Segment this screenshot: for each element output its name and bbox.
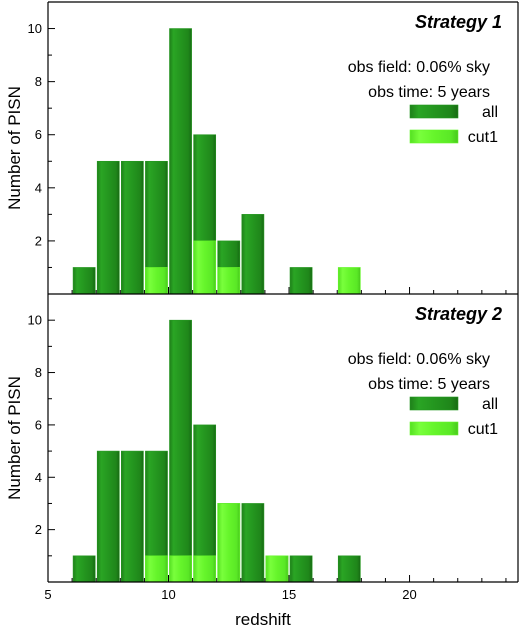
bar-cut1-bin-7 xyxy=(217,267,241,295)
bar-cut1-bin-6 xyxy=(193,555,217,583)
legend: all cut1 xyxy=(409,396,498,438)
y-tick-label: 2 xyxy=(35,233,42,248)
legend-swatch-all xyxy=(409,396,459,411)
bar-cut1-bin-5 xyxy=(169,555,192,583)
y-axis-title: Number of PISN xyxy=(5,376,24,500)
panel-note: obs time: 5 years xyxy=(368,376,490,393)
panel-note: obs field: 0.06% sky xyxy=(348,351,490,368)
y-axis-title: Number of PISN xyxy=(5,86,24,210)
bar-all-bin-5 xyxy=(169,319,192,583)
y-tick-label: 10 xyxy=(28,313,42,328)
bar-cut1-bin-4 xyxy=(145,555,168,583)
bar-all-bin-3 xyxy=(121,450,144,583)
bar-all-bin-2 xyxy=(96,450,120,583)
y-tick-label: 6 xyxy=(35,127,42,142)
y-tick-label: 4 xyxy=(35,180,42,195)
chart-panel-2: 2 4 6 8 10 5 10 15 20 Number of PISN redshift Strat… xyxy=(5,294,519,629)
bar-all-bin-8 xyxy=(241,214,265,295)
panels: 2 4 6 8 10 Number of PISN Strategy 1 obs field:… xyxy=(5,1,519,629)
series-cut1 xyxy=(145,240,361,295)
legend-label-cut1: cut1 xyxy=(468,421,498,438)
bar-all-bin-2 xyxy=(96,160,120,295)
bar-all-bin-12 xyxy=(337,555,361,583)
bar-all-bin-5 xyxy=(169,28,192,295)
bar-all-bin-10 xyxy=(289,267,313,295)
panel-title: Strategy 2 xyxy=(415,304,502,324)
panel-note: obs field: 0.06% sky xyxy=(348,59,490,76)
y-tick-label: 8 xyxy=(35,365,42,380)
legend-swatch-cut1 xyxy=(409,421,459,436)
bar-all-bin-1 xyxy=(72,267,96,295)
x-tick-label: 10 xyxy=(161,587,175,602)
x-tick-label: 5 xyxy=(44,587,51,602)
bar-all-bin-3 xyxy=(121,160,144,295)
bar-cut1-bin-7 xyxy=(217,503,241,583)
x-tick-label: 20 xyxy=(402,587,416,602)
panel-note: obs time: 5 years xyxy=(368,84,490,101)
legend-label-all: all xyxy=(482,104,498,121)
x-axis-title: redshift xyxy=(235,610,291,629)
legend: all cut1 xyxy=(409,104,498,146)
bar-cut1-bin-9 xyxy=(265,555,289,583)
legend-swatch-all xyxy=(409,104,459,119)
bar-all-bin-1 xyxy=(72,555,96,583)
series-all xyxy=(72,319,361,583)
y-tick-label: 10 xyxy=(28,21,42,36)
bar-cut1-bin-4 xyxy=(145,267,168,295)
legend-label-all: all xyxy=(482,396,498,413)
bar-all-bin-10 xyxy=(289,555,313,583)
panel-title: Strategy 1 xyxy=(415,12,502,32)
legend-label-cut1: cut1 xyxy=(468,129,498,146)
bar-cut1-bin-6 xyxy=(193,240,217,295)
y-tick-label: 2 xyxy=(35,522,42,537)
bar-cut1-bin-12 xyxy=(337,267,361,295)
y-tick-label: 8 xyxy=(35,74,42,89)
legend-swatch-cut1 xyxy=(409,129,459,144)
series-all xyxy=(72,28,313,295)
bar-all-bin-8 xyxy=(241,503,265,583)
y-tick-label: 4 xyxy=(35,470,42,485)
y-tick-label: 6 xyxy=(35,417,42,432)
series-cut1 xyxy=(145,503,289,583)
chart-panel-1: 2 4 6 8 10 Number of PISN Strategy 1 obs field:… xyxy=(5,1,519,295)
x-tick-label: 15 xyxy=(282,587,296,602)
